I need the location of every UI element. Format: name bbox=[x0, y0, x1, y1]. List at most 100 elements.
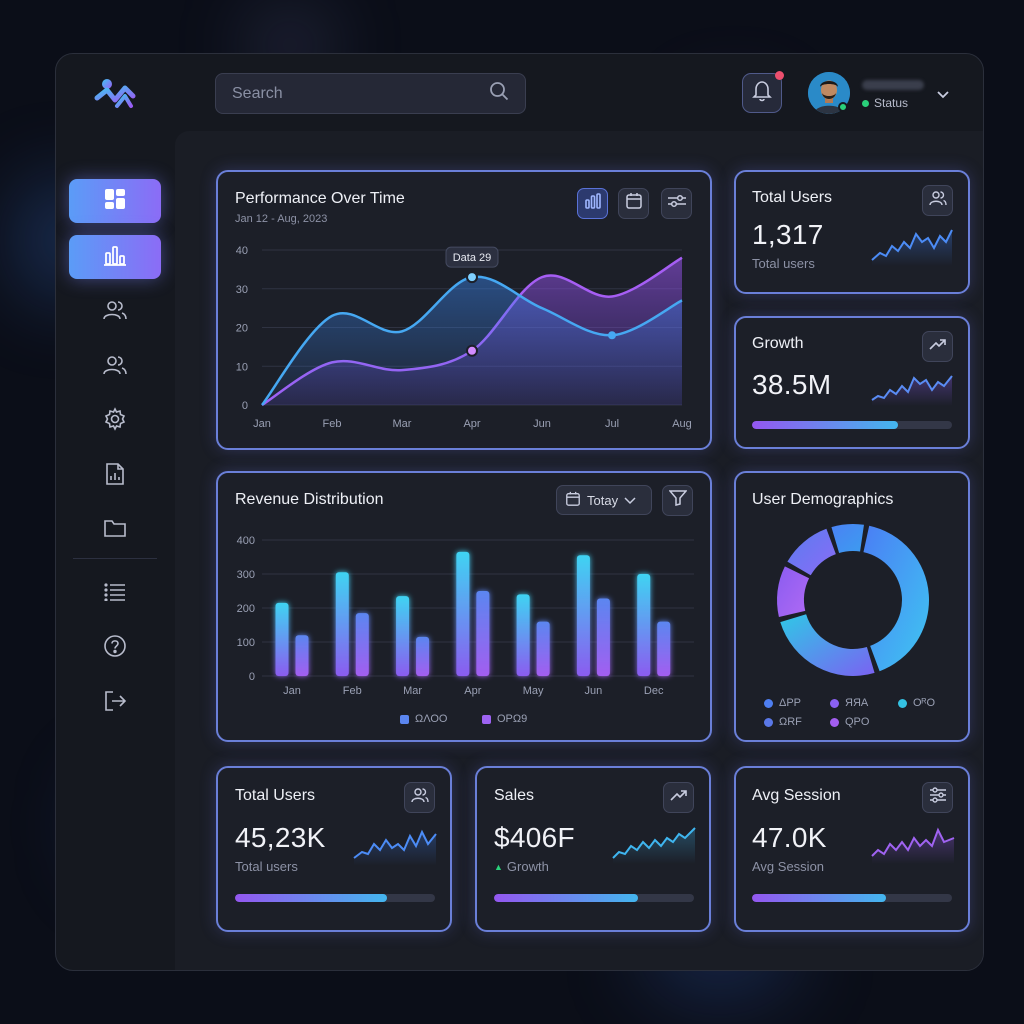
status-label: Status bbox=[874, 96, 909, 110]
nav-settings[interactable] bbox=[69, 399, 161, 443]
nav-analytics[interactable] bbox=[69, 235, 161, 279]
data-point-marker[interactable] bbox=[466, 271, 478, 284]
bar[interactable] bbox=[576, 555, 590, 676]
calendar-icon bbox=[625, 192, 643, 215]
bar[interactable] bbox=[355, 613, 369, 676]
bar[interactable] bbox=[476, 591, 490, 676]
users-icon bbox=[103, 354, 127, 381]
calendar-button[interactable] bbox=[618, 188, 649, 219]
demographics-legend-3-label: OᴿO bbox=[913, 697, 936, 709]
y-tick-label: 10 bbox=[236, 361, 248, 373]
search-bar[interactable] bbox=[215, 73, 526, 114]
growth-card: Growth 38.5M bbox=[734, 316, 970, 449]
x-tick-label: Dec bbox=[644, 685, 664, 697]
sales-title: Sales bbox=[494, 787, 535, 804]
search-icon[interactable] bbox=[489, 81, 509, 106]
trending-up-icon bbox=[928, 337, 947, 356]
avg-session-title: Avg Session bbox=[752, 787, 841, 804]
bar[interactable] bbox=[335, 572, 349, 676]
data-point-marker[interactable] bbox=[466, 344, 478, 357]
donut-slice[interactable] bbox=[787, 528, 836, 576]
demographics-legend-3: OᴿO bbox=[898, 697, 935, 709]
sales-sparkline bbox=[612, 827, 696, 864]
users-button[interactable] bbox=[922, 185, 953, 216]
revenue-legend-2-label: ΟΡΩ9 bbox=[497, 713, 528, 725]
donut-slice[interactable] bbox=[777, 566, 810, 617]
demographics-legend-5: QPO bbox=[830, 716, 869, 728]
y-tick-label: 200 bbox=[237, 603, 255, 615]
y-tick-label: 100 bbox=[237, 637, 255, 649]
users-icon bbox=[928, 190, 947, 211]
sales-progress-fill bbox=[494, 894, 638, 902]
folder-icon bbox=[103, 518, 127, 543]
avatar[interactable] bbox=[808, 72, 850, 114]
sales-card: Sales $406F ▲ Growth bbox=[475, 766, 711, 932]
arrow-up-icon: ▲ bbox=[494, 861, 503, 872]
user-status: Status bbox=[862, 96, 908, 110]
users-icon bbox=[103, 299, 127, 326]
bar[interactable] bbox=[275, 602, 289, 676]
nav-team[interactable] bbox=[69, 345, 161, 389]
chevron-down-icon[interactable] bbox=[936, 87, 950, 105]
demographics-legend-4: ΩRF bbox=[764, 716, 802, 728]
nav-dashboard[interactable] bbox=[69, 179, 161, 223]
nav-logout[interactable] bbox=[69, 681, 161, 725]
bar[interactable] bbox=[396, 596, 410, 676]
bar[interactable] bbox=[416, 636, 430, 676]
total-users-summary-value: 45,23K bbox=[235, 822, 326, 853]
donut-slice[interactable] bbox=[863, 525, 929, 672]
sales-progress bbox=[494, 894, 694, 902]
settings-button[interactable] bbox=[922, 782, 953, 813]
nav-users[interactable] bbox=[69, 290, 161, 334]
trend-button[interactable] bbox=[663, 782, 694, 813]
sidebar bbox=[56, 54, 175, 970]
demographics-legend-4-label: ΩRF bbox=[779, 716, 802, 728]
bar[interactable] bbox=[536, 621, 550, 676]
bar[interactable] bbox=[657, 621, 671, 676]
filter-button[interactable] bbox=[662, 485, 693, 516]
avg-session-label: Avg Session bbox=[752, 859, 825, 874]
bar[interactable] bbox=[295, 635, 309, 676]
total-users-sparkline bbox=[871, 229, 953, 266]
demographics-legend-1-label: ΔPP bbox=[779, 697, 802, 709]
x-tick-label: Jan bbox=[253, 418, 271, 430]
bar-chart-icon bbox=[584, 193, 602, 214]
filter-settings-button[interactable] bbox=[661, 188, 692, 219]
calendar-icon bbox=[565, 491, 581, 510]
sidebar-divider bbox=[73, 558, 157, 559]
online-indicator bbox=[838, 102, 848, 112]
search-input[interactable] bbox=[232, 84, 462, 103]
growth-value: 38.5M bbox=[752, 369, 832, 400]
x-tick-label: Jan bbox=[283, 685, 301, 697]
bell-icon bbox=[752, 80, 772, 107]
donut-slice[interactable] bbox=[780, 614, 875, 676]
dashboard-icon bbox=[104, 188, 126, 215]
users-button[interactable] bbox=[404, 782, 435, 813]
bar[interactable] bbox=[637, 574, 651, 676]
x-tick-label: Apr bbox=[464, 685, 481, 697]
sliders-icon bbox=[667, 193, 687, 214]
nav-reports[interactable] bbox=[69, 454, 161, 498]
demographics-legend-1: ΔPP bbox=[764, 697, 801, 709]
period-dropdown[interactable]: Totay bbox=[556, 485, 652, 515]
x-tick-label: Mar bbox=[393, 418, 412, 430]
demographics-donut bbox=[777, 524, 929, 676]
logout-icon bbox=[103, 690, 127, 717]
data-point-marker[interactable] bbox=[608, 331, 616, 340]
bar-chart-view-button[interactable] bbox=[577, 188, 608, 219]
bar[interactable] bbox=[456, 551, 470, 676]
x-tick-label: Apr bbox=[463, 418, 480, 430]
nav-list[interactable] bbox=[69, 572, 161, 616]
trend-button[interactable] bbox=[922, 331, 953, 362]
bar[interactable] bbox=[516, 594, 530, 676]
donut-slice[interactable] bbox=[831, 524, 864, 554]
revenue-title: Revenue Distribution bbox=[235, 491, 384, 508]
nav-help[interactable] bbox=[69, 626, 161, 670]
legend-dot bbox=[764, 698, 773, 708]
notifications-button[interactable] bbox=[742, 71, 784, 113]
legend-dot bbox=[764, 717, 773, 727]
nav-files[interactable] bbox=[69, 508, 161, 552]
bar[interactable] bbox=[596, 598, 610, 676]
total-users-value: 1,317 bbox=[752, 219, 824, 250]
filter-icon bbox=[667, 490, 688, 511]
